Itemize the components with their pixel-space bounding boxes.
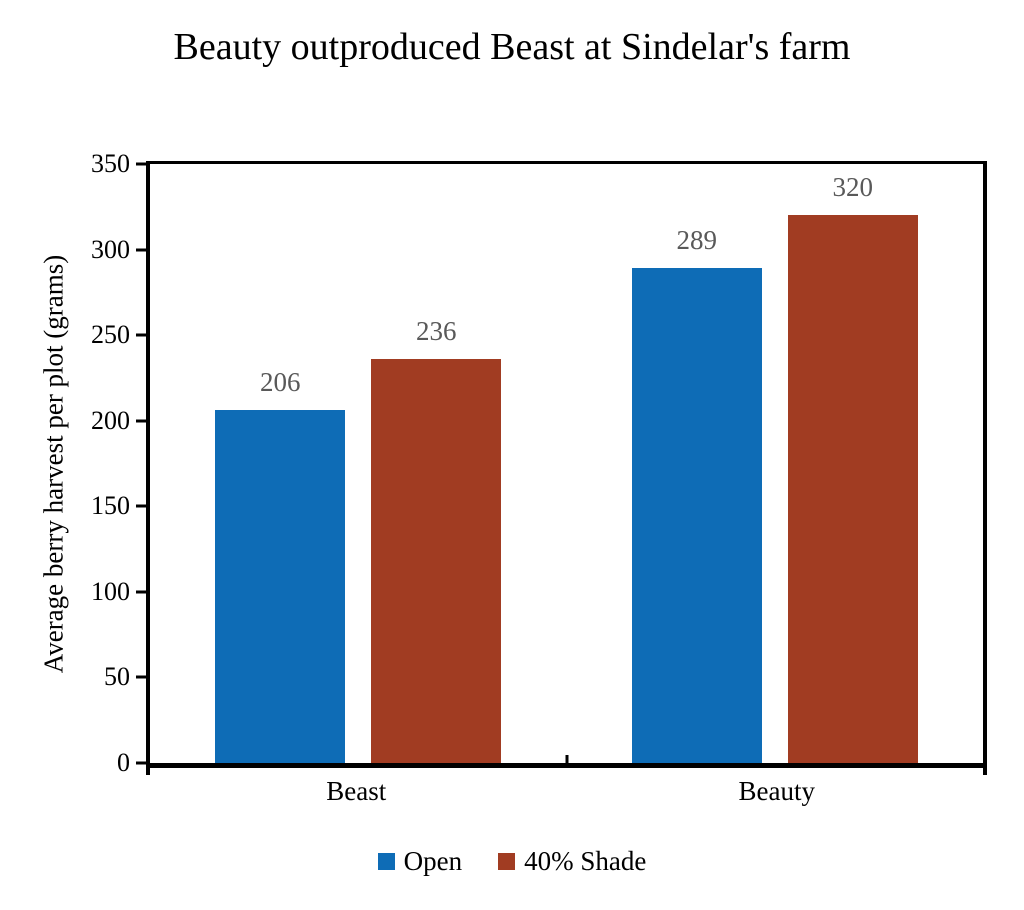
x-category-label-beauty: Beauty <box>738 776 815 806</box>
legend-item-open: Open <box>377 846 463 877</box>
legend-swatch-40-shade <box>498 853 516 870</box>
y-tick-mark-0 <box>136 761 147 765</box>
legend-item-40-shade: 40% Shade <box>498 846 646 877</box>
bar-group-beauty: 289 320 <box>567 164 984 763</box>
chart-title: Beauty outproduced Beast at Sindelar's f… <box>173 26 851 68</box>
y-tick-label-350: 350 <box>91 149 130 178</box>
y-tick-label-150: 150 <box>91 491 130 521</box>
y-tick-mark-150 <box>136 504 147 508</box>
y-tick-label-200: 200 <box>91 405 130 435</box>
legend: Open 40% Shade <box>0 846 1024 877</box>
legend-label-open: Open <box>403 846 463 876</box>
bar-group-beast: 206 236 <box>150 164 567 763</box>
y-tick-mark-300 <box>136 248 147 252</box>
data-label-beast-40-shade: 236 <box>416 316 457 347</box>
y-tick-label-100: 100 <box>91 576 130 606</box>
y-axis-title: Average berry harvest per plot (grams) <box>38 254 69 674</box>
y-tick-label-300: 300 <box>91 234 130 264</box>
data-label-beauty-open: 289 <box>676 225 718 256</box>
bar-beast-40-shade: 236 <box>371 316 502 763</box>
plot-area: 0 50 100 150 200 250 300 350 206 236 289 320 <box>91 149 987 777</box>
y-tick-mark-100 <box>136 590 147 594</box>
x-axis-right-end-tick <box>983 767 987 775</box>
bar-beauty-open: 289 <box>631 225 762 763</box>
x-category-label-beast: Beast <box>326 776 387 806</box>
y-tick-mark-250 <box>136 333 147 337</box>
category-divider-tick <box>565 755 568 763</box>
y-tick-mark-350 <box>136 162 147 166</box>
bar-beauty-40-shade: 320 <box>787 172 918 763</box>
y-tick-label-50: 50 <box>104 662 130 692</box>
legend-swatch-open <box>377 853 395 870</box>
y-tick-label-250: 250 <box>91 320 130 350</box>
y-tick-label-0: 0 <box>117 748 130 777</box>
data-label-beast-open: 206 <box>260 367 301 398</box>
bars-layer: 206 236 289 320 <box>150 164 983 763</box>
x-axis-labels: Beast Beauty <box>146 776 987 807</box>
legend-label-40-shade: 40% Shade <box>524 846 647 876</box>
bar-beast-open: 206 <box>215 367 346 763</box>
x-axis-left-end-tick <box>146 767 150 775</box>
data-label-beauty-40-shade: 320 <box>832 172 874 203</box>
y-tick-mark-200 <box>136 419 147 423</box>
y-tick-mark-50 <box>136 675 147 679</box>
